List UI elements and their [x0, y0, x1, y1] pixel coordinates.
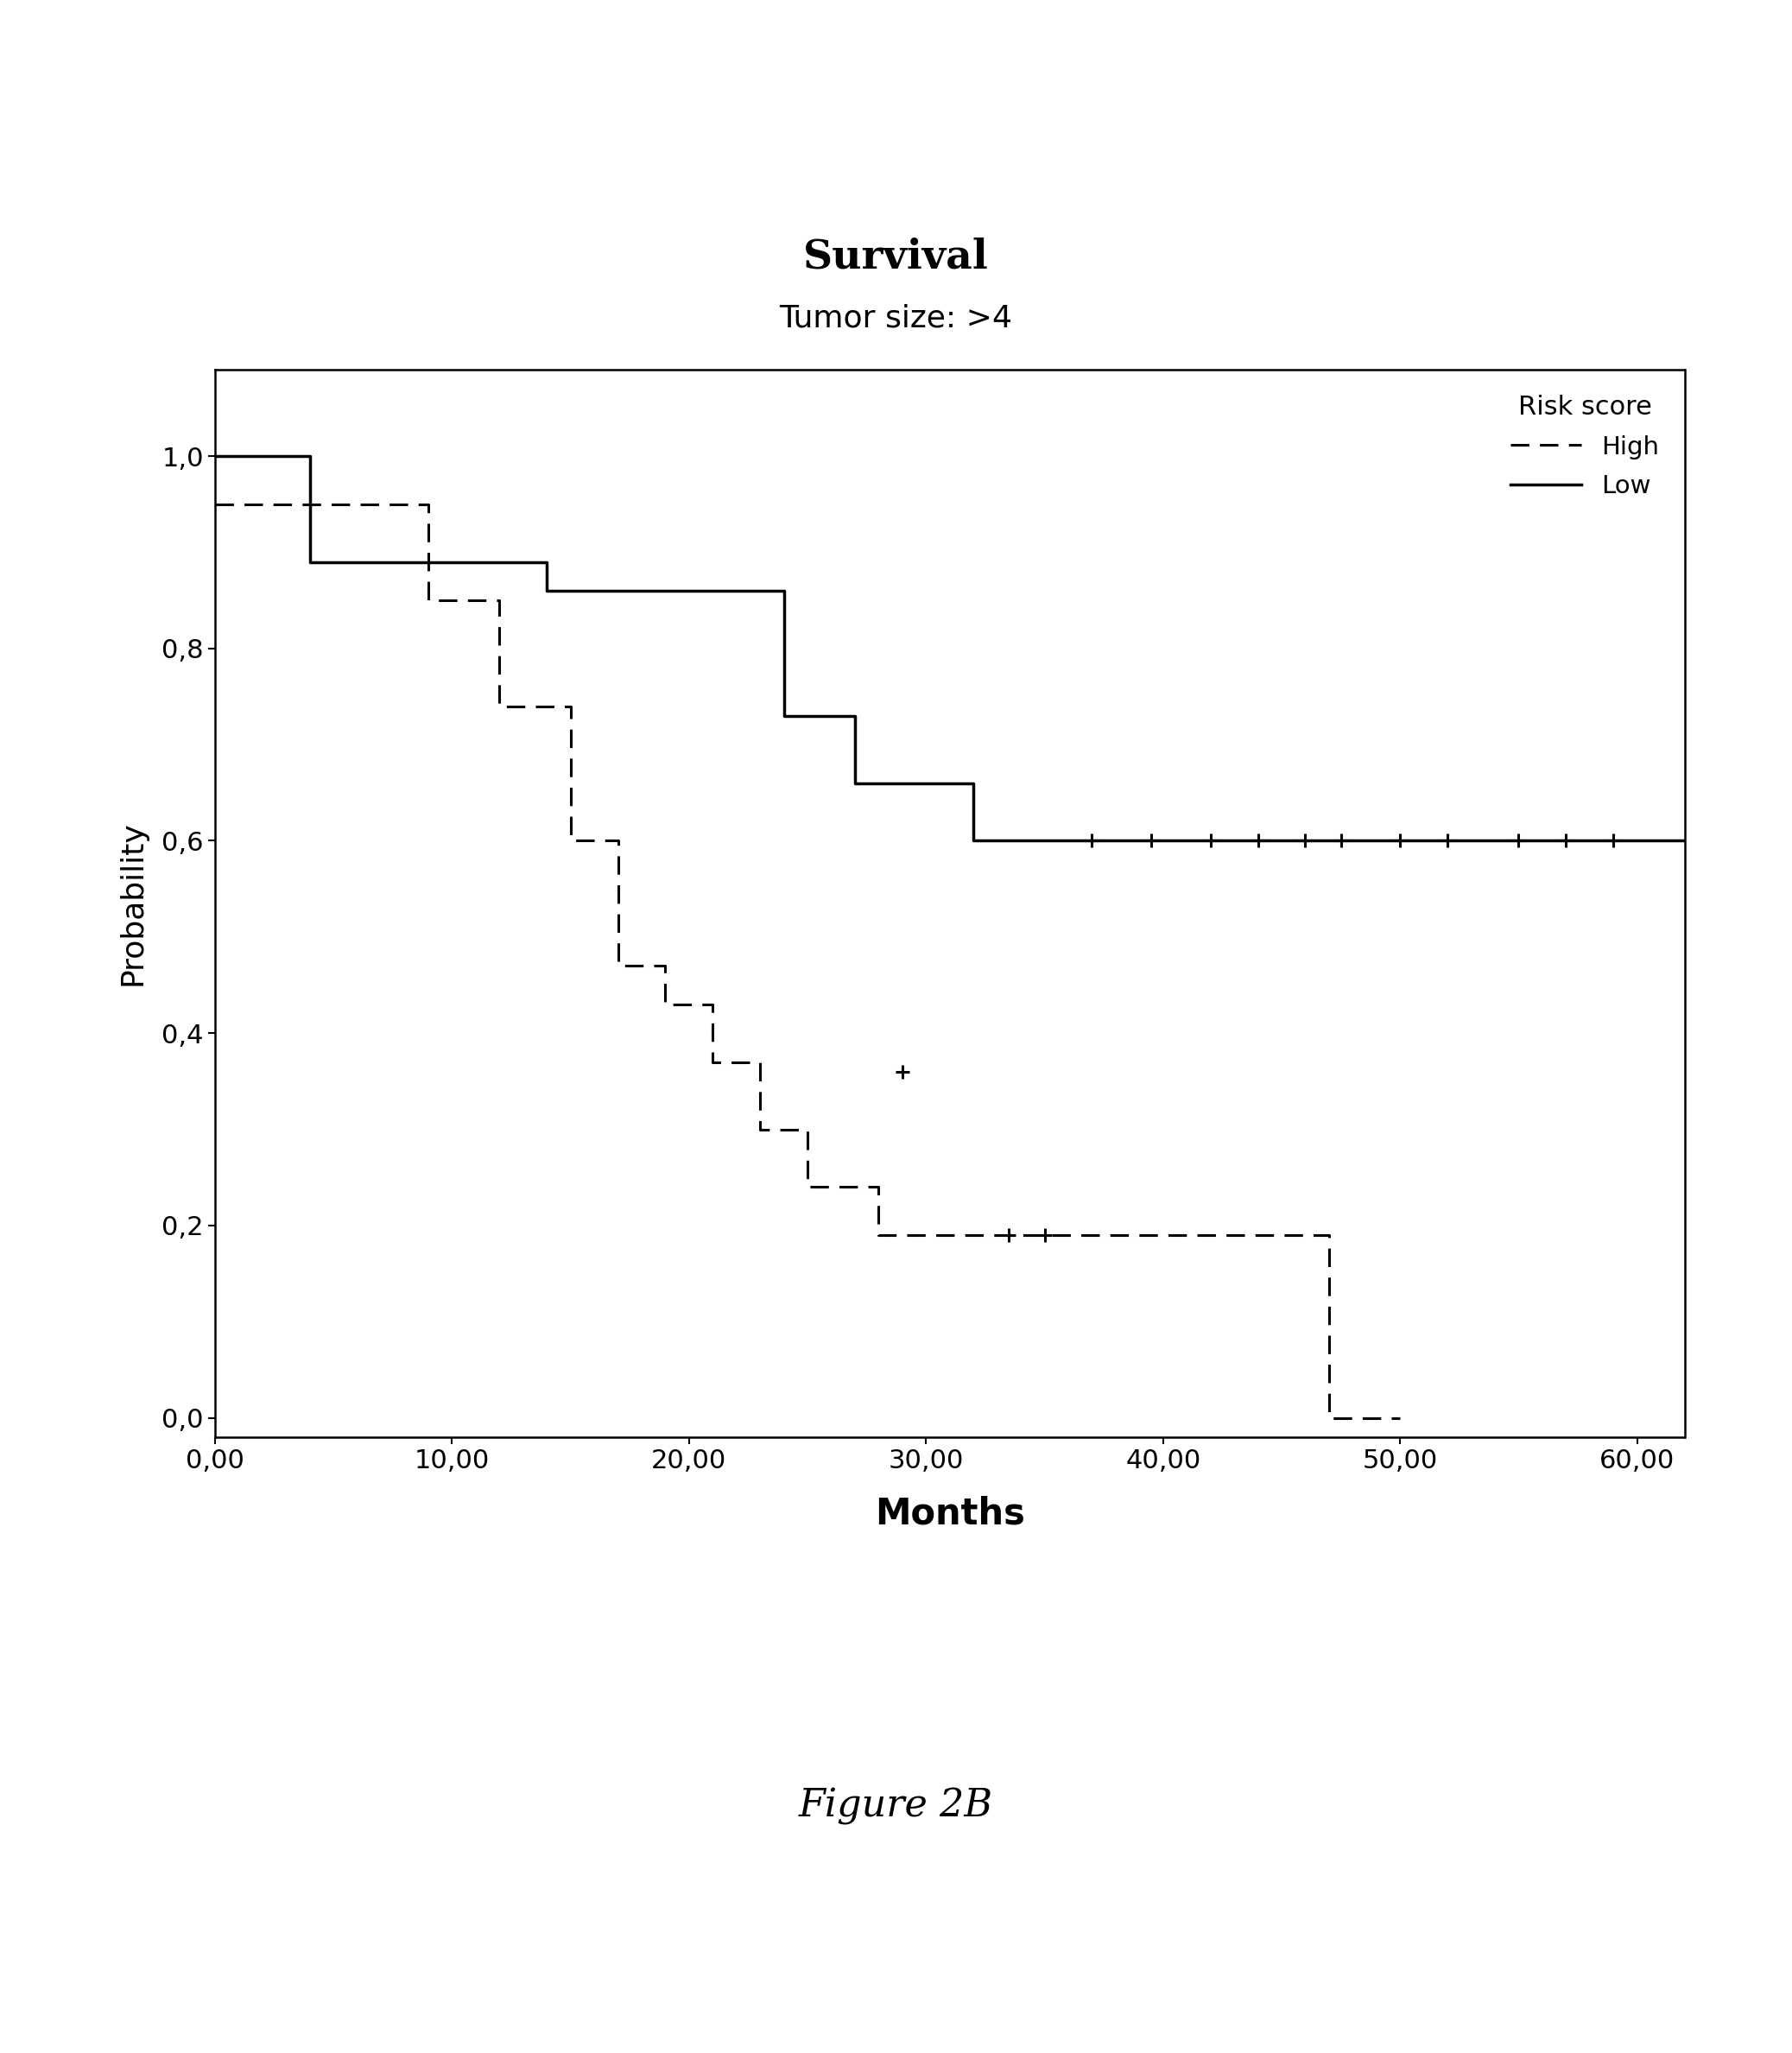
Text: Tumor size: >4: Tumor size: >4 [780, 304, 1012, 333]
Text: Survival: Survival [803, 236, 989, 277]
Y-axis label: Probability: Probability [118, 821, 147, 985]
X-axis label: Months: Months [874, 1495, 1025, 1532]
Text: Figure 2B: Figure 2B [799, 1788, 993, 1825]
Legend: High, Low: High, Low [1498, 382, 1672, 511]
